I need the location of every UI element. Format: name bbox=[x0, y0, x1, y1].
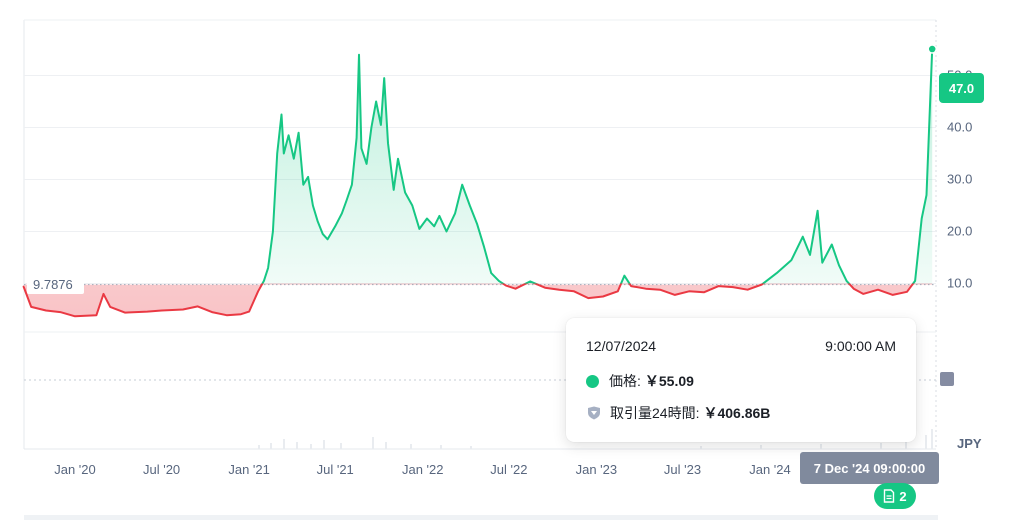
volume-bar bbox=[323, 440, 325, 449]
tooltip-date: 12/07/2024 bbox=[586, 338, 657, 354]
volume-bar bbox=[880, 443, 882, 449]
volume-bar bbox=[410, 444, 412, 449]
price-line-up bbox=[261, 48, 934, 284]
volume-bar bbox=[258, 445, 260, 449]
document-icon bbox=[884, 489, 895, 503]
volume-bar bbox=[440, 445, 442, 449]
volume-bar bbox=[931, 429, 933, 449]
volume-shield-icon bbox=[588, 406, 600, 420]
price-line-down bbox=[22, 283, 915, 318]
volume-bar bbox=[905, 441, 907, 449]
news-badge[interactable]: 2 bbox=[874, 483, 916, 509]
volume-bar bbox=[760, 445, 762, 449]
x-tick-label: Jul '21 bbox=[317, 462, 354, 477]
tooltip-price-value: ￥55.09 bbox=[644, 373, 694, 389]
volume-bar bbox=[296, 442, 298, 449]
volume-scale-handle[interactable] bbox=[940, 372, 954, 386]
volume-bar bbox=[700, 446, 702, 449]
y-tick-label: 10.0 bbox=[947, 276, 972, 291]
volume-bar bbox=[385, 442, 387, 449]
last-point-marker bbox=[927, 44, 937, 54]
tooltip-price-row: 価格: ￥55.09 bbox=[586, 371, 694, 391]
volume-bars bbox=[258, 429, 933, 449]
x-tick-label: Jan '22 bbox=[402, 462, 444, 477]
price-area bbox=[23, 49, 933, 317]
range-scrollbar[interactable] bbox=[24, 515, 938, 520]
baseline-label: 9.7876 bbox=[33, 277, 73, 292]
tooltip-price-label: 価格: bbox=[609, 373, 641, 389]
tooltip-volume-label: 取引量24時間: bbox=[610, 405, 700, 421]
x-tick-label: Jul '20 bbox=[143, 462, 180, 477]
x-tick-label: Jan '24 bbox=[749, 462, 791, 477]
chart-tooltip: 12/07/2024 9:00:00 AM 価格: ￥55.09 取引量24時間… bbox=[566, 318, 916, 442]
crosshair-date-badge: 7 Dec '24 09:00:00 bbox=[800, 452, 939, 484]
area-above-baseline bbox=[262, 49, 933, 284]
volume-bar bbox=[270, 443, 272, 449]
volume-bar bbox=[372, 437, 374, 449]
volume-bar bbox=[470, 446, 472, 449]
price-line bbox=[22, 44, 937, 318]
y-tick-label: 20.0 bbox=[947, 224, 972, 239]
x-tick-label: Jan '20 bbox=[54, 462, 96, 477]
x-tick-label: Jan '23 bbox=[576, 462, 618, 477]
volume-bar bbox=[340, 443, 342, 449]
tooltip-volume-value: ￥406.86B bbox=[703, 405, 771, 421]
tooltip-volume-row: 取引量24時間: ￥406.86B bbox=[586, 403, 770, 423]
tooltip-time: 9:00:00 AM bbox=[825, 338, 896, 354]
y-tick-label: 40.0 bbox=[947, 120, 972, 135]
x-tick-label: Jul '23 bbox=[664, 462, 701, 477]
volume-bar bbox=[820, 444, 822, 449]
currency-label: JPY bbox=[957, 436, 982, 451]
current-price-badge: 47.0 bbox=[939, 73, 984, 103]
volume-bar bbox=[925, 435, 927, 449]
x-tick-label: Jan '21 bbox=[228, 462, 270, 477]
x-tick-label: Jul '22 bbox=[490, 462, 527, 477]
volume-bar bbox=[283, 439, 285, 449]
news-count: 2 bbox=[899, 488, 907, 504]
price-dot-icon bbox=[586, 374, 599, 388]
volume-bar bbox=[310, 444, 312, 449]
baseline-label-bg bbox=[27, 275, 84, 294]
y-tick-label: 30.0 bbox=[947, 172, 972, 187]
